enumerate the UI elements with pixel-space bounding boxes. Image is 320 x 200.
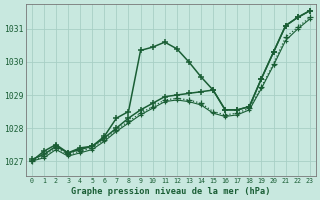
X-axis label: Graphe pression niveau de la mer (hPa): Graphe pression niveau de la mer (hPa)	[71, 187, 270, 196]
